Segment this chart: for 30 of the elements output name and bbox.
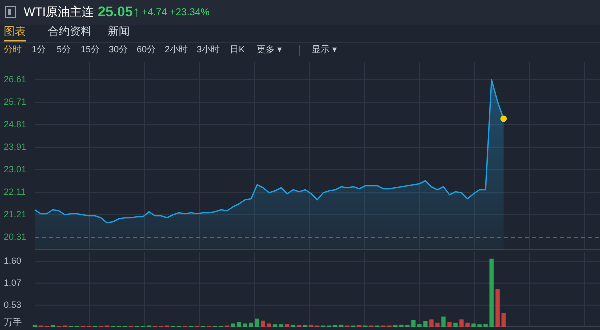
text: 30分 — [109, 44, 128, 54]
text: 新闻 — [108, 24, 130, 38]
text: 3小时 — [197, 44, 220, 54]
y-tick-label: 1.60 — [4, 256, 22, 266]
text: 分时 — [4, 44, 22, 54]
y-tick-label: 万手 — [4, 317, 22, 328]
text: 1分 — [32, 44, 46, 54]
y-tick-label: 0.53 — [4, 300, 22, 310]
text: 60分 — [137, 44, 156, 54]
text: 15分 — [81, 44, 100, 54]
y-tick-label: 20.31 — [4, 232, 27, 242]
text: 25.05↑ — [98, 4, 140, 20]
text: +23.34% — [170, 8, 210, 19]
y-tick-label: 1.07 — [4, 278, 22, 288]
text: 更多 ▾ — [257, 44, 282, 54]
y-tick-label: 24.81 — [4, 119, 27, 130]
y-tick-label: 23.01 — [4, 164, 27, 174]
text: +4.74 — [142, 8, 168, 19]
text: 2小时 — [165, 44, 188, 54]
y-tick-label: 26.61 — [4, 74, 27, 84]
text: 图表 — [4, 24, 26, 38]
text: 显示 ▾ — [312, 44, 338, 54]
y-tick-label: 21.21 — [4, 209, 27, 220]
text: 日K — [230, 44, 246, 54]
y-tick-label: 25.71 — [4, 96, 27, 107]
y-tick-label: 23.91 — [4, 142, 27, 152]
text: 合约资料 — [48, 24, 92, 38]
y-tick-label: 22.11 — [4, 186, 26, 197]
chart-title: WTI原油主连 — [24, 5, 94, 20]
text: 5分 — [57, 44, 72, 54]
